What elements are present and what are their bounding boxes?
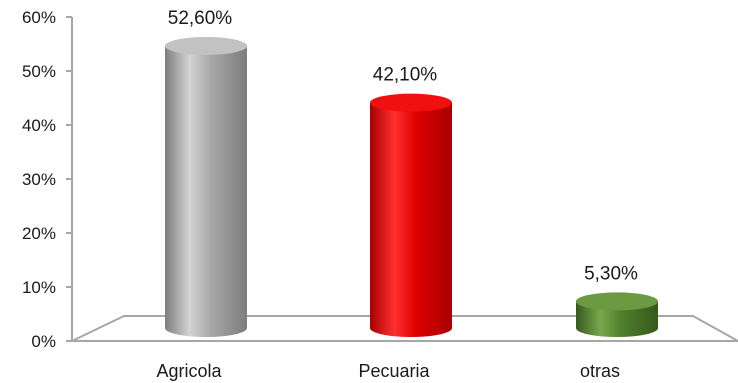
y-tick-label: 0% bbox=[31, 332, 56, 351]
x-axis-ticks: Agricola Pecuaria otras bbox=[156, 361, 620, 381]
data-label: 52,60% bbox=[168, 8, 233, 29]
bar-body bbox=[370, 102, 452, 337]
y-axis-ticks: 0% 10% 20% 30% 40% 50% 60% bbox=[22, 8, 72, 351]
data-label: 5,30% bbox=[584, 263, 638, 284]
y-tick-label: 20% bbox=[22, 224, 56, 243]
y-tick-label: 60% bbox=[22, 8, 56, 27]
x-tick-label: Pecuaria bbox=[358, 361, 430, 381]
floor-plane bbox=[71, 315, 738, 342]
bars bbox=[165, 36, 658, 338]
y-tick-label: 30% bbox=[22, 170, 56, 189]
bar-cap bbox=[370, 93, 452, 112]
bar-body bbox=[165, 45, 247, 338]
bar-cap bbox=[576, 292, 658, 311]
y-tick-label: 40% bbox=[22, 116, 56, 135]
data-label: 42,10% bbox=[373, 65, 438, 86]
bar-otras bbox=[576, 292, 658, 337]
x-tick-label: Agricola bbox=[156, 361, 222, 381]
data-labels: 52,60% 42,10% 5,30% bbox=[168, 8, 638, 284]
y-tick-label: 10% bbox=[22, 278, 56, 297]
bar-body bbox=[576, 301, 658, 337]
x-tick-label: otras bbox=[580, 361, 620, 381]
bar-cap bbox=[165, 36, 247, 55]
bar-agricola bbox=[165, 36, 247, 338]
bar-pecuaria bbox=[370, 93, 452, 337]
y-tick-label: 50% bbox=[22, 62, 56, 81]
